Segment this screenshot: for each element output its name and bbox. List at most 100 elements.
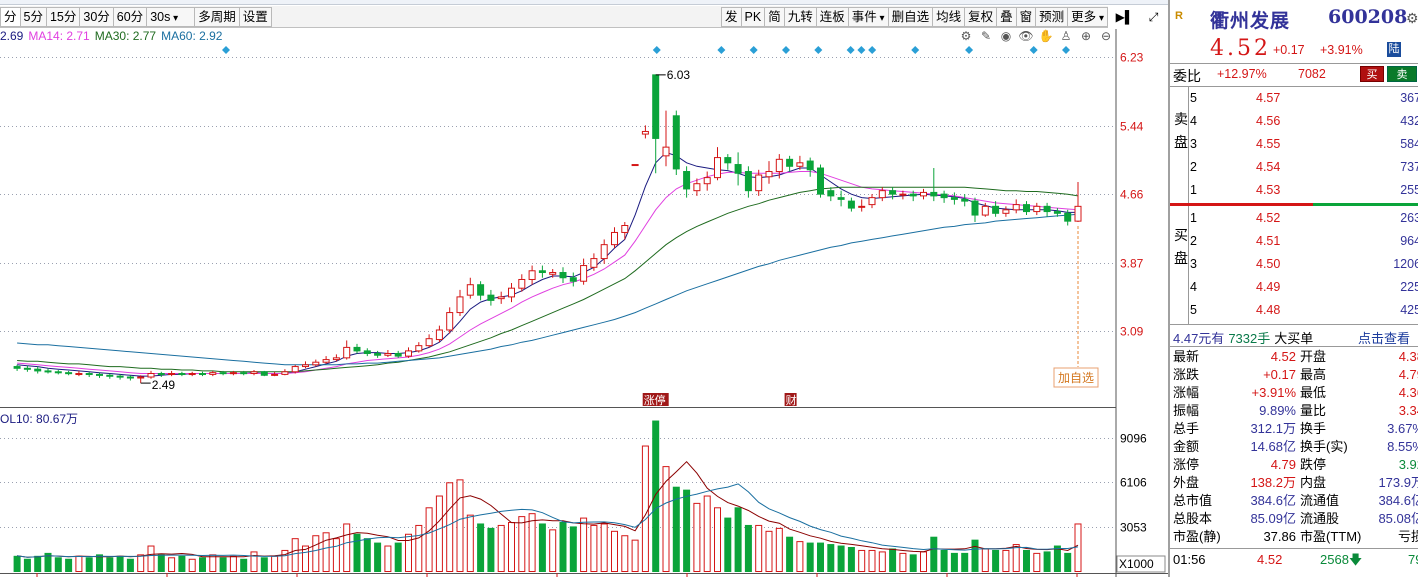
ma-short-line: [17, 151, 1078, 377]
period-button[interactable]: 设置: [239, 7, 272, 27]
hand-icon[interactable]: ✋: [1038, 29, 1054, 43]
volume-bar: [950, 552, 958, 572]
candle: [456, 296, 464, 314]
tool-button[interactable]: 预测: [1036, 7, 1069, 27]
volume-bar: [714, 507, 721, 573]
zoom-out-icon[interactable]: ⊖: [1100, 29, 1112, 43]
high-label: 6.03: [667, 68, 691, 82]
volume-bar: [13, 555, 21, 573]
volume-bar: [703, 495, 711, 573]
sell-button[interactable]: 卖: [1387, 66, 1417, 82]
tool-button[interactable]: 窗: [1016, 7, 1037, 27]
person-icon[interactable]: ♙: [1060, 29, 1072, 43]
volume-bar: [858, 549, 866, 572]
period-button[interactable]: 30s: [147, 7, 196, 27]
candle: [796, 162, 804, 167]
volume-bar: [734, 507, 742, 573]
kline-chart[interactable]: 6.23 5.44 4.66 3.87 3.09 9096 6106 3053 X1000 6.0…: [0, 0, 1168, 577]
tool-button[interactable]: 九转: [784, 7, 817, 27]
candle: [435, 329, 443, 341]
event-tag-label: 财: [786, 393, 797, 407]
volume-bar: [477, 523, 485, 572]
tool-button[interactable]: 复权: [965, 7, 998, 27]
candle: [909, 193, 917, 197]
stat-value: 85.09亿: [1250, 511, 1296, 526]
volume-tick-label: 6106: [1120, 476, 1147, 490]
candle: [1064, 212, 1072, 222]
top-menu-strip: [0, 0, 1168, 5]
candle: [734, 164, 742, 174]
pin-icon[interactable]: ▶▌: [1115, 10, 1134, 24]
volume-bar: [199, 557, 206, 573]
tool-button[interactable]: 叠: [997, 7, 1017, 27]
event-tag-label: 涨停: [644, 393, 666, 407]
volume-bar: [178, 555, 186, 573]
target-icon[interactable]: ◉: [1000, 29, 1012, 43]
volume-bar: [724, 517, 732, 573]
settings-icon[interactable]: ⚙: [960, 29, 972, 43]
candle: [106, 374, 114, 377]
volume-bar: [312, 535, 320, 572]
period-button[interactable]: 15分: [46, 7, 81, 27]
volume-bar: [44, 552, 52, 572]
candle: [703, 177, 711, 185]
period-button[interactable]: 分: [0, 7, 21, 27]
stat-value: 312.1万: [1250, 421, 1296, 436]
period-button[interactable]: 多周期: [195, 7, 240, 27]
weibi-label: 委比: [1173, 68, 1201, 84]
tool-button[interactable]: 连板: [816, 7, 849, 27]
volume-bar: [796, 541, 804, 573]
buy-button[interactable]: 买: [1360, 66, 1384, 82]
tool-button[interactable]: 事件: [848, 7, 889, 27]
period-button[interactable]: 60分: [113, 7, 148, 27]
ask-side-label: 卖 盘: [1174, 111, 1188, 150]
big-order-link[interactable]: 点击查看: [1358, 331, 1411, 346]
stat-value: 173.9万: [1378, 475, 1418, 490]
candle: [168, 373, 176, 376]
tool-button[interactable]: 均线: [933, 7, 966, 27]
volume-bar: [271, 555, 279, 573]
period-button[interactable]: 5分: [20, 7, 47, 27]
event-diamond-icon: [749, 46, 758, 54]
tool-button[interactable]: PK: [741, 7, 766, 27]
candle: [590, 258, 598, 268]
event-diamond-icon: [911, 46, 920, 54]
add-watch-box[interactable]: [1053, 367, 1099, 388]
candle: [580, 265, 588, 282]
tool-button[interactable]: 删自选: [888, 7, 934, 27]
candle: [332, 357, 340, 361]
candle: [847, 200, 855, 209]
eye-icon[interactable]: 👁: [1018, 29, 1034, 43]
stat-label: 振幅: [1173, 403, 1200, 418]
gear-icon[interactable]: ⚙: [1406, 10, 1418, 26]
volume-bar: [806, 542, 814, 573]
stat-row: 涨停 4.79 跌停 3.92: [1170, 456, 1418, 474]
volume-bar: [1064, 552, 1072, 572]
candle: [137, 376, 145, 379]
candle: [54, 371, 62, 374]
tool-button[interactable]: 发: [721, 7, 742, 27]
last-price: 4.52: [1210, 36, 1271, 61]
tick-count: 79: [1408, 552, 1418, 567]
bid-row: 4 4.49 2254: [1190, 276, 1418, 299]
stat-label: 市盈(TTM): [1300, 529, 1362, 544]
volume-bar: [137, 554, 145, 573]
candle: [641, 130, 649, 135]
candle: [992, 205, 1000, 214]
tool-button[interactable]: 简: [765, 7, 785, 27]
stat-label: 开盘: [1300, 349, 1327, 364]
volume-bar: [765, 530, 773, 573]
volume-bar: [126, 558, 134, 573]
ma-legend-item: MA14: 2.71: [28, 29, 90, 43]
tool-button[interactable]: 更多: [1068, 7, 1108, 27]
period-button[interactable]: 30分: [80, 7, 114, 27]
expand-icon[interactable]: ⤢: [1148, 10, 1159, 24]
low-label: 2.49: [152, 378, 176, 392]
volume-bar: [209, 554, 217, 573]
zoom-in-icon[interactable]: ⊕: [1080, 29, 1092, 43]
book-level: 3: [1190, 137, 1197, 151]
volume-bar: [302, 545, 309, 573]
draw-icon[interactable]: ✎: [980, 29, 992, 43]
event-diamond-icon: [652, 46, 661, 54]
